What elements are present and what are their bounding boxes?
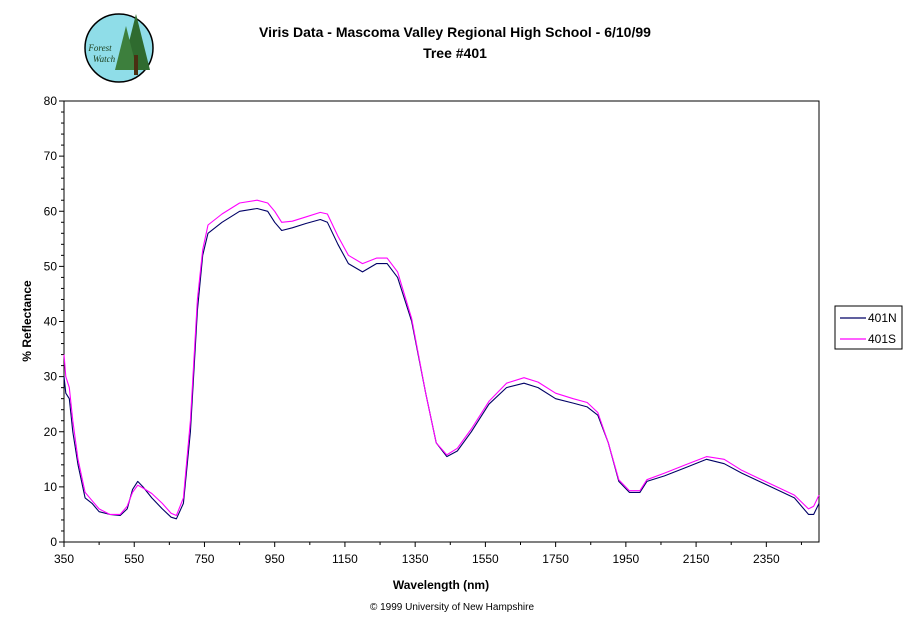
forest-watch-logo: Forest Watch: [84, 13, 154, 83]
y-tick-label: 20: [44, 425, 58, 439]
legend-label-401n: 401N: [868, 311, 897, 325]
x-tick-label: 2350: [753, 552, 780, 566]
y-axis-label: % Reflectance: [20, 280, 34, 362]
copyright-notice: © 1999 University of New Hampshire: [370, 602, 535, 613]
tree-trunk-icon: [134, 55, 138, 75]
y-tick-label: 80: [44, 94, 58, 108]
x-axis-label: Wavelength (nm): [393, 578, 489, 592]
series-line-401n: [63, 207, 820, 520]
chart-subtitle: Tree #401: [423, 45, 487, 61]
y-tick-label: 0: [50, 535, 57, 549]
legend-box: [834, 305, 903, 350]
x-tick-label: 950: [265, 552, 285, 566]
legend-label-401s: 401S: [868, 332, 896, 346]
x-axis: 350 550 750 950 1150 1350 1550 1750 1950 2150 2350: [54, 542, 802, 566]
y-tick-label: 30: [44, 370, 58, 384]
y-axis: 0 10 20 30 40 50 60 70 80: [44, 94, 64, 549]
x-tick-label: 1950: [613, 552, 640, 566]
logo-text-watch: Watch: [93, 54, 116, 64]
series-lines: [63, 199, 820, 520]
chart-title: Viris Data - Mascoma Valley Regional Hig…: [259, 24, 651, 40]
y-tick-label: 10: [44, 480, 58, 494]
x-tick-label: 2150: [683, 552, 710, 566]
x-tick-label: 550: [124, 552, 144, 566]
y-tick-label: 40: [44, 315, 58, 329]
y-tick-label: 60: [44, 204, 58, 218]
x-tick-label: 750: [194, 552, 214, 566]
y-tick-label: 70: [44, 149, 58, 163]
x-tick-label: 1150: [332, 552, 358, 566]
series-line-401s: [63, 199, 820, 517]
x-tick-label: 1550: [472, 552, 499, 566]
x-tick-label: 350: [54, 552, 74, 566]
logo-text-forest: Forest: [87, 43, 112, 53]
legend: 401N 401S: [834, 305, 903, 350]
x-tick-label: 1750: [542, 552, 569, 566]
y-tick-label: 50: [44, 259, 58, 273]
x-tick-label: 1350: [402, 552, 429, 566]
tree-icon: [115, 26, 137, 70]
plot-area: [63, 100, 820, 543]
